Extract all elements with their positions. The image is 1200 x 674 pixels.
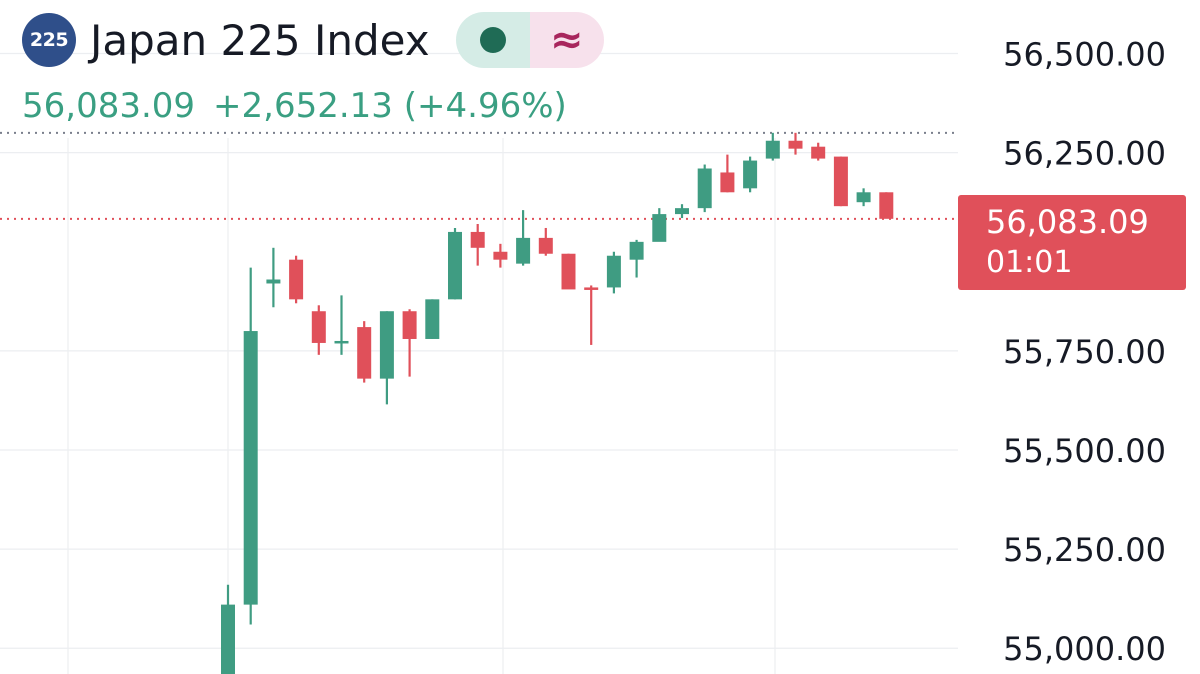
candle-body	[833, 156, 848, 207]
candle	[788, 132, 803, 155]
reference-lines	[0, 131, 958, 220]
candle	[289, 255, 304, 304]
candle-body	[493, 251, 508, 260]
candles	[221, 132, 894, 674]
candle	[470, 224, 485, 266]
bar-countdown: 01:01	[986, 245, 1073, 280]
candle-body	[743, 160, 758, 189]
candle	[765, 132, 780, 161]
candle	[629, 239, 644, 278]
candle-body	[629, 241, 644, 260]
candle	[516, 210, 531, 266]
current-price-value: 56,083.09	[986, 203, 1149, 241]
candle-body	[606, 255, 621, 288]
market-open-badge[interactable]	[455, 12, 530, 68]
candle	[538, 227, 553, 256]
candle-body	[720, 172, 735, 193]
candle	[697, 164, 712, 213]
quote-line: 56,083.09 +2,652.13 (+4.96%)	[22, 86, 567, 126]
candle-body	[652, 214, 667, 242]
candle-body	[425, 299, 440, 339]
y-tick-label: 55,000.00	[1003, 630, 1166, 668]
candle-body	[561, 253, 576, 290]
candle	[652, 208, 667, 242]
y-tick-label: 56,500.00	[1003, 36, 1166, 74]
candle-body	[379, 311, 394, 379]
candle	[402, 309, 417, 377]
candle-body	[516, 237, 531, 264]
candle	[879, 192, 894, 219]
y-tick-label: 55,750.00	[1003, 333, 1166, 371]
candle	[743, 156, 758, 193]
candle	[379, 311, 394, 405]
index-logo: 225	[22, 13, 76, 67]
price-change: +2,652.13 (+4.96%)	[213, 86, 567, 126]
approx-badge[interactable]: ≈	[529, 12, 604, 68]
candle-body	[448, 231, 462, 300]
symbol-title[interactable]: Japan 225 Index	[90, 15, 430, 65]
candle	[675, 204, 689, 219]
last-price: 56,083.09	[22, 86, 196, 126]
candle-body	[538, 237, 553, 254]
candle	[584, 285, 599, 345]
candle-body	[765, 140, 780, 159]
candle-body	[697, 168, 712, 209]
candle	[425, 299, 440, 339]
y-tick-label: 55,250.00	[1003, 531, 1166, 569]
candle-body	[334, 340, 349, 344]
candle	[311, 305, 326, 355]
y-axis: 56,500.00 56,250.00 55,750.00 55,500.00 55,2…	[1003, 36, 1166, 669]
candle-body	[856, 192, 871, 203]
grid-lines	[0, 52, 958, 674]
candle	[266, 247, 281, 308]
candle-body	[402, 311, 417, 339]
candle	[606, 251, 621, 294]
candle	[334, 295, 349, 355]
candle	[561, 253, 576, 290]
candle-body	[311, 311, 326, 343]
current-price-label: 56,083.09 01:01	[958, 195, 1186, 290]
candle-body	[788, 140, 803, 149]
candle-body	[470, 231, 485, 248]
candle	[448, 227, 462, 300]
candle	[243, 267, 258, 625]
y-tick-label: 56,250.00	[1003, 135, 1166, 173]
candle	[833, 156, 848, 207]
candle	[720, 154, 735, 193]
candle-body	[675, 208, 689, 215]
candle-body	[221, 604, 235, 674]
y-tick-label: 55,500.00	[1003, 432, 1166, 470]
candle-body	[357, 327, 372, 379]
live-dot-icon	[479, 27, 506, 53]
candle-body	[266, 279, 281, 284]
candle-body	[879, 192, 894, 219]
candle	[357, 321, 372, 383]
candle-body	[811, 146, 826, 159]
chart-header: 225 Japan 225 Index ≈	[22, 12, 604, 68]
approx-icon: ≈	[549, 17, 584, 63]
status-badges: ≈	[455, 12, 604, 68]
candle	[856, 188, 871, 207]
candle-body	[243, 331, 258, 605]
candle	[221, 584, 235, 674]
candle	[811, 142, 826, 161]
candle-body	[584, 287, 599, 290]
candle	[493, 243, 508, 268]
candle-body	[289, 259, 304, 300]
